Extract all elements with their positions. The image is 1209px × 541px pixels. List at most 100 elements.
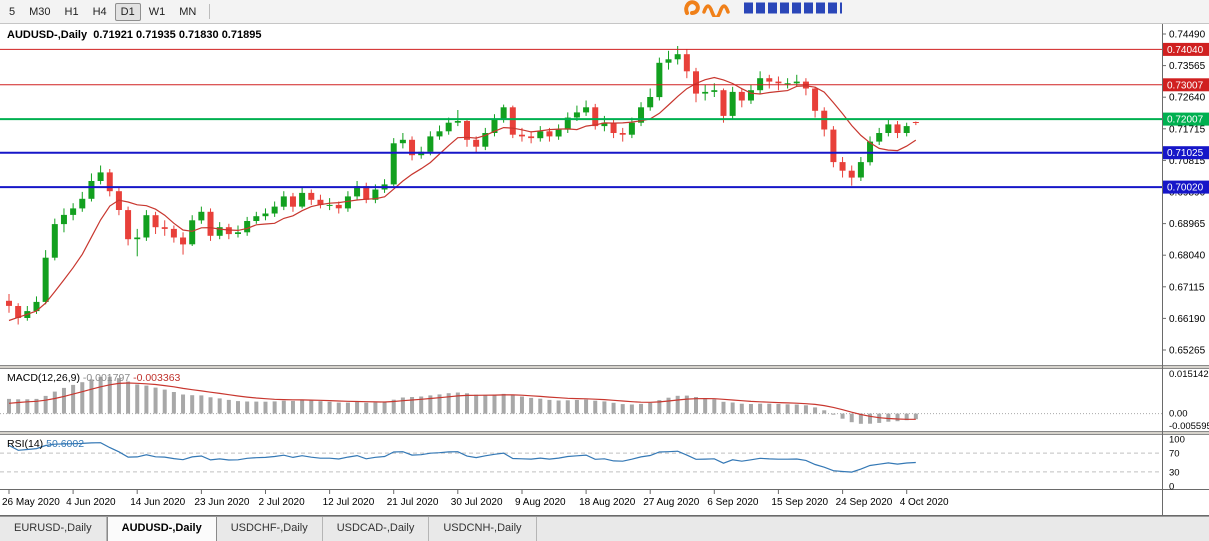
macd-bar <box>226 399 231 414</box>
candle <box>409 136 416 161</box>
macd-histogram <box>7 376 918 424</box>
macd-bar <box>721 401 726 414</box>
macd-bar <box>611 402 616 414</box>
timeframe-buttons: 5 M30 H1 H4 D1 W1 MN <box>3 2 204 21</box>
date-tick-label: 18 Aug 2020 <box>579 497 636 508</box>
timeframe-button-w1[interactable]: W1 <box>148 5 166 18</box>
macd-bar <box>190 395 195 414</box>
macd-bar <box>712 399 717 414</box>
price-tick-label: 0.71715 <box>1169 124 1206 135</box>
price-axis-badge-0.71025: 0.71025 <box>1163 146 1209 160</box>
chart-symbol-label: AUDUSD-,Daily <box>7 29 88 41</box>
chart-canvas[interactable]: 0.744900.735650.726400.717150.708150.698… <box>0 24 1209 515</box>
candle <box>225 223 232 240</box>
macd-bar <box>538 398 543 414</box>
macd-bar <box>602 401 607 414</box>
candle <box>97 165 104 185</box>
macd-bar <box>327 401 332 414</box>
rsi-axis-label: 70 <box>1169 449 1180 460</box>
macd-bar <box>913 413 918 420</box>
candle <box>216 222 223 240</box>
macd-bar <box>794 404 799 414</box>
macd-bar <box>199 395 204 414</box>
svg-text:0.70020: 0.70020 <box>1167 183 1204 194</box>
macd-bar <box>300 400 305 414</box>
chart-tab-audusd-daily[interactable]: AUDUSD-,Daily <box>106 517 217 541</box>
candle <box>619 127 626 142</box>
time-axis[interactable]: 26 May 2020 4 Jun 2020 14 Jun 2020 23 Jun 2… <box>2 490 949 508</box>
macd-bar <box>803 405 808 414</box>
candle <box>747 85 754 104</box>
macd-bar <box>116 378 121 414</box>
macd-axis-zero: 0.00 <box>1169 409 1188 420</box>
macd-bar <box>758 403 763 414</box>
pane-splitter[interactable] <box>0 365 1209 369</box>
macd-bar <box>831 413 836 415</box>
macd-bar <box>639 403 644 414</box>
macd-bar <box>776 404 781 414</box>
price-tick-label: 0.66190 <box>1169 314 1206 325</box>
price-tick-label: 0.67115 <box>1169 282 1205 293</box>
candle <box>839 157 846 178</box>
candle <box>207 208 214 241</box>
rsi-value: 50.6002 <box>46 438 85 450</box>
candle <box>830 126 837 168</box>
price-axis[interactable]: 0.744900.735650.726400.717150.708150.698… <box>1162 30 1209 493</box>
svg-text:0.73007: 0.73007 <box>1167 80 1204 91</box>
chart-tab-eurusd-daily[interactable]: EURUSD-,Daily <box>0 517 107 541</box>
date-tick-label: 6 Sep 2020 <box>707 497 759 508</box>
candle <box>363 182 370 204</box>
candle <box>262 208 269 221</box>
candle <box>198 206 205 224</box>
macd-bar <box>574 400 579 414</box>
macd-bar <box>382 402 387 414</box>
candle <box>729 86 736 120</box>
candle <box>638 102 645 127</box>
candle <box>299 187 306 209</box>
candle <box>647 88 654 111</box>
candles <box>6 46 919 325</box>
macd-bar <box>290 400 295 414</box>
macd-bar <box>629 404 634 414</box>
macd-bar <box>272 401 277 414</box>
timeframe-button-h4[interactable]: H4 <box>92 5 107 18</box>
main-pane[interactable] <box>0 46 1162 325</box>
timeframe-button-h1[interactable]: H1 <box>64 5 79 18</box>
date-tick-label: 30 Jul 2020 <box>451 497 503 508</box>
candle <box>6 294 12 313</box>
timeframe-button-m30[interactable]: M30 <box>29 5 51 18</box>
macd-bar <box>868 413 873 424</box>
chart-window: 0.744900.735650.726400.717150.708150.698… <box>0 24 1209 516</box>
macd-bar <box>391 399 396 414</box>
date-tick-label: 2 Jul 2020 <box>259 497 306 508</box>
macd-bar <box>657 400 662 414</box>
toolbar-separator <box>209 4 211 19</box>
timeframe-button-mn[interactable]: MN <box>179 5 197 18</box>
macd-bar <box>373 402 378 414</box>
macd-bar <box>584 399 589 414</box>
macd-bar <box>89 379 94 414</box>
chart-tab-usdcnh-daily[interactable]: USDCNH-,Daily <box>429 517 537 541</box>
candle <box>876 127 883 145</box>
macd-bar <box>217 398 222 414</box>
chart-tab-usdcad-daily[interactable]: USDCAD-,Daily <box>322 517 430 541</box>
macd-bar <box>52 391 57 414</box>
macd-bar <box>236 401 240 414</box>
svg-text:0.72007: 0.72007 <box>1167 115 1204 126</box>
candle <box>482 127 489 151</box>
timeframe-button-d1[interactable]: D1 <box>114 2 141 21</box>
macd-signal-line <box>8 382 916 420</box>
macd-bar <box>153 387 158 414</box>
candle <box>564 112 571 133</box>
timeframe-button-5[interactable]: 5 <box>9 5 16 18</box>
chart-tab-usdchf-daily[interactable]: USDCHF-,Daily <box>216 517 323 541</box>
pane-splitter[interactable] <box>0 431 1209 435</box>
candle <box>683 49 690 79</box>
macd-bar <box>675 395 680 414</box>
candle <box>464 119 470 147</box>
ohlc-close: 0.71895 <box>221 29 262 41</box>
macd-bar <box>428 395 433 414</box>
candle <box>244 216 251 236</box>
candle <box>454 110 461 127</box>
price-axis-badge-0.73007: 0.73007 <box>1163 78 1209 92</box>
